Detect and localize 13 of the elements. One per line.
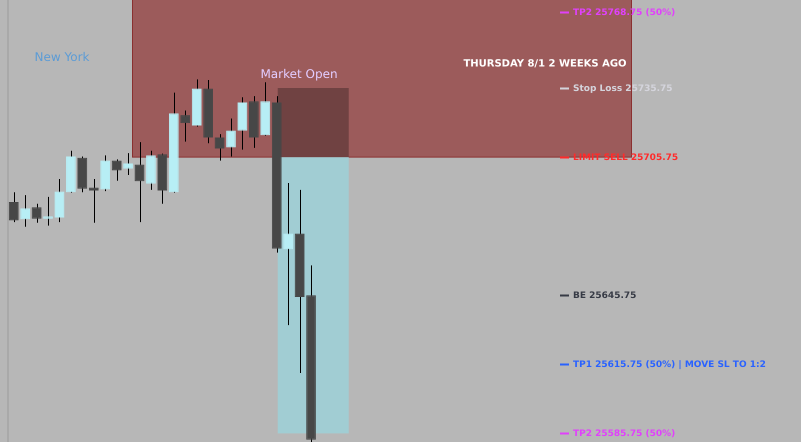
text: THURSDAY 8/1 2 WEEKS AGO xyxy=(463,58,627,70)
candlestick xyxy=(54,178,64,223)
annotation: Market Open xyxy=(260,67,338,82)
candlestick xyxy=(283,182,294,326)
ref-line-label: TP1 25615.75 (50%) | MOVE SL TO 1:2 xyxy=(573,360,766,370)
candlestick xyxy=(88,178,99,224)
ref-line-label: TP2 25585.75 (50%) xyxy=(573,428,676,439)
annotation: New York xyxy=(34,50,90,64)
candlestick xyxy=(8,192,19,223)
candlestick xyxy=(134,142,144,223)
candlestick xyxy=(123,152,133,176)
candlestick xyxy=(226,118,236,158)
ref-line-label: BE 25645.75 xyxy=(573,290,636,301)
